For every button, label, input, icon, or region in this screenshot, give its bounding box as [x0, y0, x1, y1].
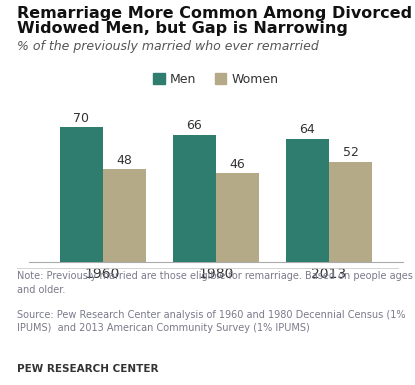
Text: Note: Previously married are those eligible for remarriage. Based on people ages: Note: Previously married are those eligi… — [17, 271, 415, 295]
Text: 70: 70 — [73, 112, 89, 125]
Bar — [216, 173, 259, 262]
Text: 66: 66 — [186, 119, 202, 132]
Legend: Men, Women: Men, Women — [149, 68, 283, 91]
Text: 52: 52 — [342, 146, 359, 159]
Text: Source: Pew Research Center analysis of 1960 and 1980 Decennial Census (1%
IPUMS: Source: Pew Research Center analysis of … — [17, 310, 405, 333]
Text: 46: 46 — [229, 158, 245, 171]
Bar — [286, 139, 329, 262]
Bar — [173, 135, 216, 262]
Text: Widowed Men, but Gap is Narrowing: Widowed Men, but Gap is Narrowing — [17, 21, 347, 36]
Text: PEW RESEARCH CENTER: PEW RESEARCH CENTER — [17, 364, 158, 374]
Text: % of the previously married who ever remarried: % of the previously married who ever rem… — [17, 40, 318, 54]
Bar — [60, 127, 103, 262]
Text: 64: 64 — [300, 123, 315, 136]
Bar — [103, 169, 146, 262]
Text: Remarriage More Common Among Divorced and: Remarriage More Common Among Divorced an… — [17, 6, 415, 21]
Text: 48: 48 — [116, 154, 132, 167]
Bar — [329, 162, 372, 262]
